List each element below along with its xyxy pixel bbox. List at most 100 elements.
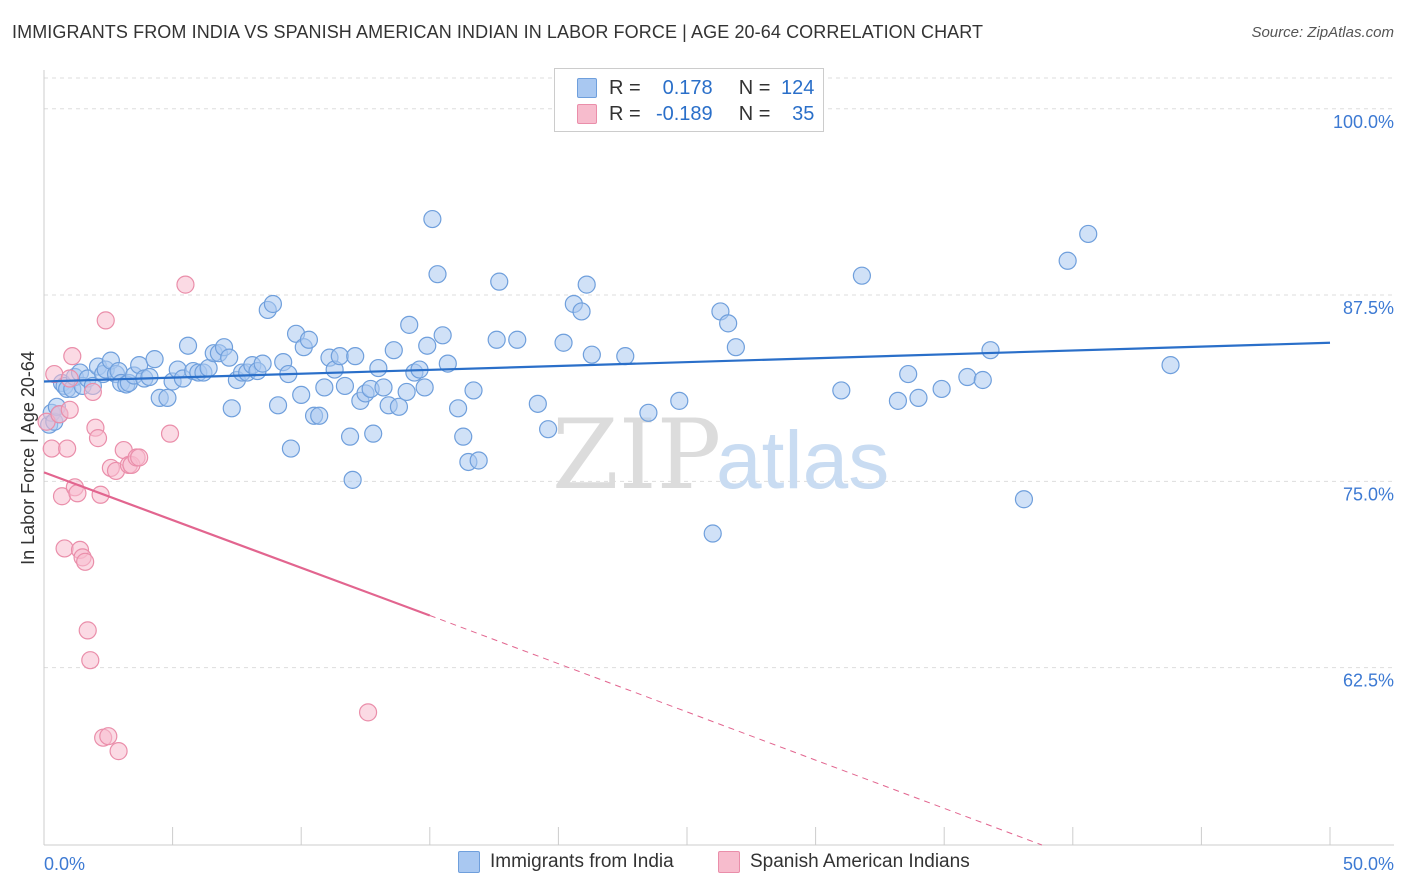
data-point — [448, 399, 468, 418]
legend-label-india: Immigrants from India — [490, 851, 674, 872]
data-point — [423, 209, 442, 229]
data-point — [145, 350, 164, 369]
data-point — [109, 742, 128, 761]
data-point — [981, 341, 1000, 360]
data-point — [58, 439, 77, 458]
data-points — [37, 209, 1180, 761]
y-axis-title: In Labor Force | Age 20-64 — [18, 351, 38, 565]
data-point — [958, 367, 977, 387]
data-point — [418, 336, 437, 355]
data-point — [508, 330, 527, 349]
data-point — [852, 266, 871, 285]
legend-item-spanish[interactable]: Spanish American Indians — [718, 851, 970, 873]
watermark-atlas: atlas — [716, 415, 889, 506]
y-tick-label: 75.0% — [1343, 484, 1394, 504]
data-point — [400, 315, 419, 334]
swatch-spanish — [577, 104, 597, 124]
legend-swatch-india — [458, 851, 480, 873]
series-spanish — [37, 275, 378, 761]
data-point — [899, 364, 918, 384]
data-point — [490, 272, 509, 291]
n-value: 124 — [781, 76, 815, 99]
data-point — [91, 485, 110, 504]
data-point — [932, 379, 951, 399]
data-point — [719, 314, 738, 333]
watermark-zip: ZIP — [552, 399, 721, 511]
data-point — [554, 333, 573, 352]
x-tick-label: 0.0% — [44, 854, 85, 874]
data-point — [374, 378, 393, 397]
trend-line — [43, 471, 431, 617]
data-point — [292, 385, 311, 405]
data-point — [76, 552, 95, 571]
chart-title: IMMIGRANTS FROM INDIA VS SPANISH AMERICA… — [12, 22, 984, 42]
axis-labels: 100.0% 87.5% 75.0% 62.5% 0.0% 50.0% In Labor F… — [18, 112, 1394, 874]
axes — [43, 70, 1394, 846]
legend-swatch-spanish — [718, 851, 740, 873]
n-label: N = — [738, 102, 771, 125]
r-label: R = — [609, 102, 641, 125]
data-point — [1058, 251, 1077, 270]
data-point — [55, 539, 74, 558]
data-point — [577, 275, 596, 294]
data-point — [433, 326, 452, 345]
r-value: 0.178 — [662, 76, 713, 99]
data-point — [1014, 490, 1034, 509]
data-point — [389, 397, 409, 416]
data-point — [909, 388, 928, 407]
data-point — [263, 294, 283, 314]
data-point — [832, 381, 851, 400]
data-point — [616, 347, 635, 366]
data-point — [369, 358, 388, 378]
data-point — [42, 439, 61, 458]
data-point — [539, 420, 558, 439]
data-point — [572, 302, 591, 321]
stats-row-spanish: R = -0.189 N = 35 — [577, 101, 814, 127]
data-point — [83, 382, 102, 402]
legend-item-india[interactable]: Immigrants from India — [458, 851, 674, 873]
stats-box: R = 0.178 N = 124 R = -0.189 N = 35 — [554, 68, 824, 132]
data-point — [158, 388, 177, 407]
data-point — [528, 394, 547, 413]
data-point — [454, 427, 473, 446]
data-point — [973, 370, 992, 390]
data-point — [160, 424, 180, 443]
r-label: R = — [609, 76, 641, 99]
trend-line — [43, 341, 1331, 383]
x-tick-label: 50.0% — [1343, 854, 1394, 874]
data-point — [428, 265, 447, 284]
source-label: Source: ZipAtlas.com — [1251, 24, 1394, 41]
data-point — [222, 399, 241, 418]
data-point — [582, 345, 601, 364]
stats-row-india: R = 0.178 N = 124 — [577, 75, 814, 101]
data-point — [96, 311, 115, 330]
data-point — [487, 330, 506, 349]
data-point — [78, 621, 97, 640]
data-point — [438, 354, 457, 373]
data-point — [343, 470, 362, 489]
data-point — [178, 336, 198, 355]
swatch-india — [577, 78, 597, 98]
data-point — [88, 429, 108, 448]
n-value: 35 — [792, 102, 815, 125]
data-point — [330, 347, 349, 366]
data-point — [299, 330, 319, 349]
r-value: -0.189 — [655, 102, 713, 125]
data-point — [726, 338, 745, 357]
data-point — [315, 378, 334, 397]
data-point — [670, 391, 689, 410]
data-point — [469, 451, 488, 470]
legend: Immigrants from India Spanish American I… — [0, 851, 1406, 879]
data-point — [310, 406, 329, 425]
data-point — [384, 341, 403, 360]
data-point — [60, 369, 79, 388]
data-point — [703, 524, 722, 543]
trend-lines — [43, 341, 1331, 846]
data-point — [176, 275, 195, 294]
data-point — [253, 354, 272, 373]
data-point — [358, 703, 378, 722]
data-point — [130, 448, 149, 467]
data-point — [220, 348, 239, 367]
data-point — [140, 367, 159, 387]
y-tick-label: 100.0% — [1333, 112, 1394, 132]
